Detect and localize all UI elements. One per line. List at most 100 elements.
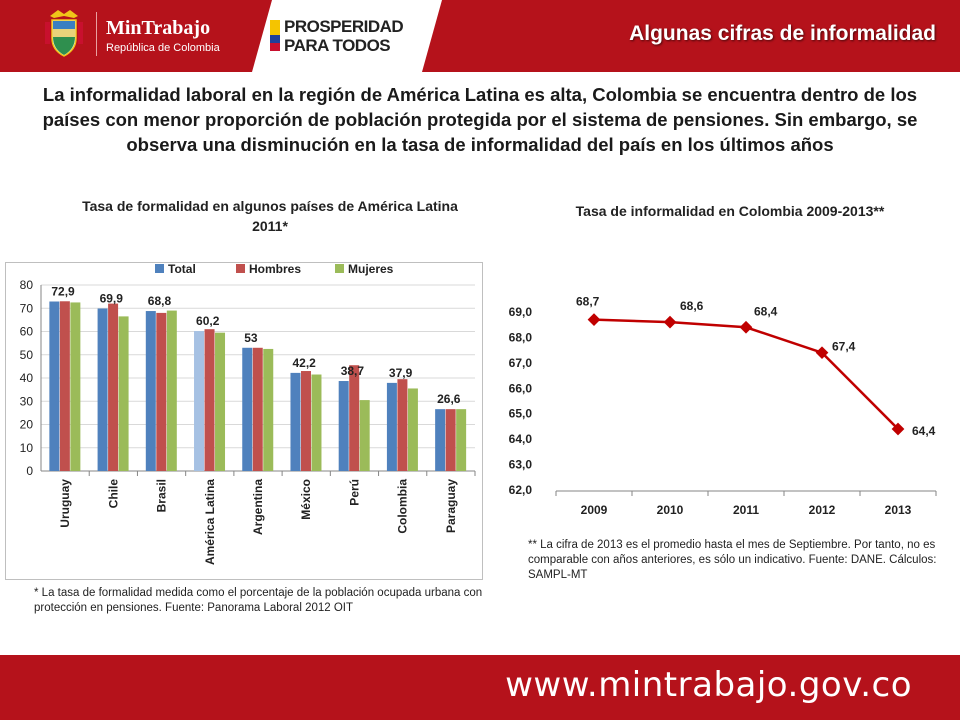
line-data-label: 68,7 [576, 295, 600, 309]
bar-data-label: 42,2 [292, 356, 316, 370]
bar-category-label: América Latina [203, 479, 217, 565]
legend-swatch-total [155, 264, 164, 273]
bar-data-label: 53 [244, 331, 258, 345]
line-chart-ytick-label: 63,0 [509, 458, 533, 472]
legend-swatch-hombres [236, 264, 245, 273]
line-category-label: 2012 [809, 503, 836, 517]
line-category-label: 2011 [733, 503, 759, 517]
bar-chart-ytick-label: 40 [20, 371, 34, 385]
bar-total [386, 382, 397, 471]
legend-label-total: Total [168, 262, 196, 276]
slogan-line2: PARA TODOS [284, 36, 391, 55]
bar-mujeres [311, 374, 322, 471]
bar-total [290, 372, 301, 471]
bar-hombres [156, 312, 167, 471]
bar-chart-ytick-label: 20 [20, 418, 34, 432]
brand-name: MinTrabajo [106, 17, 211, 39]
line-data-label: 67,4 [832, 340, 856, 354]
line-chart-ytick-label: 65,0 [509, 407, 533, 421]
footer-bar: www.mintrabajo.gov.co [0, 655, 960, 720]
bar-total [49, 301, 60, 471]
line-chart-title: Tasa de informalidad en Colombia 2009-20… [575, 203, 885, 219]
coat-of-arms-icon [45, 10, 83, 57]
bar-mujeres [263, 348, 274, 471]
bar-hombres [445, 409, 456, 471]
bar-total [194, 331, 205, 471]
line-data-label: 64,4 [912, 424, 936, 438]
bar-hombres [252, 347, 263, 471]
bar-hombres [349, 365, 360, 471]
mintrabajo-logo[interactable]: MinTrabajo República de Colombia [44, 6, 234, 62]
slogan-panel [252, 0, 442, 72]
line-chart-ytick-label: 67,0 [509, 356, 533, 370]
page-title: Algunas cifras de informalidad [629, 22, 936, 45]
bar-category-label: Paraguay [444, 479, 458, 533]
line-chart: 62,0 63,0 64,0 65,0 66,0 67,0 68,0 69,0 68,7 2009… [509, 295, 937, 517]
bar-chart: 0 10 20 30 40 50 60 70 80 72,9 Uruguay 69,9 Chile 68,… [5, 262, 483, 580]
bar-mujeres [407, 388, 418, 471]
bar-category-label: Argentina [251, 479, 265, 535]
bar-chart-ytick-label: 0 [26, 464, 33, 478]
line-data-label: 68,4 [754, 304, 778, 318]
bar-data-label: 68,8 [148, 294, 172, 308]
bar-chart-ytick-label: 70 [20, 301, 34, 315]
bar-hombres [59, 301, 70, 471]
colombia-flag-icon [270, 20, 280, 51]
bar-category-label: Brasil [155, 479, 169, 512]
bar-category-label: Uruguay [58, 479, 72, 528]
bar-chart-ytick-label: 50 [20, 348, 34, 362]
bar-hombres [397, 379, 408, 471]
line-category-label: 2013 [885, 503, 912, 517]
slogan-line1: PROSPERIDAD [284, 17, 404, 36]
logo-divider [96, 12, 97, 56]
legend-label-hombres: Hombres [249, 262, 301, 276]
series-line-informalidad [593, 318, 899, 430]
bar-mujeres [118, 316, 129, 471]
line-category-label: 2010 [657, 503, 684, 517]
bar-category-label: Colombia [396, 479, 410, 534]
bar-hombres [204, 329, 215, 471]
bar-chart-ytick-label: 60 [20, 325, 34, 339]
bar-category-label: Perú [347, 479, 361, 506]
bar-chart-footnote: * La tasa de formalidad medida como el p… [34, 587, 483, 614]
line-chart-ytick-label: 62,0 [509, 483, 533, 497]
line-chart-footnote: ** La cifra de 2013 es el promedio hasta… [528, 539, 937, 581]
line-chart-ytick-label: 68,0 [509, 330, 533, 344]
bar-chart-ytick-label: 80 [20, 278, 34, 292]
line-point-marker [739, 320, 753, 334]
bar-hombres [108, 303, 119, 471]
line-chart-ytick-label: 64,0 [509, 432, 533, 446]
line-data-label: 68,6 [680, 299, 704, 313]
line-chart-ytick-label: 69,0 [509, 305, 533, 319]
bar-chart-ytick-label: 30 [20, 394, 34, 408]
bar-data-label: 37,9 [389, 366, 413, 380]
footer-url-link[interactable]: www.mintrabajo.gov.co [505, 665, 912, 705]
bar-mujeres [166, 310, 177, 471]
bar-total [242, 347, 253, 471]
brand-subtitle: República de Colombia [106, 42, 220, 54]
line-point-marker [587, 313, 601, 326]
bar-mujeres [456, 409, 467, 471]
bar-category-label: Chile [106, 479, 120, 509]
bar-mujeres [359, 400, 370, 471]
line-category-label: 2009 [581, 503, 608, 517]
bar-mujeres [70, 302, 81, 471]
bar-data-label: 38,7 [341, 364, 365, 378]
slogan-logo: PROSPERIDAD PARA TODOS [252, 0, 442, 72]
bar-data-label: 26,6 [437, 392, 461, 406]
bar-total [435, 409, 446, 471]
line-chart-ytick-label: 66,0 [509, 381, 533, 395]
intro-paragraph: La informalidad laboral en la región de … [42, 84, 918, 155]
bar-chart-title: Tasa de formalidad en algunos países de … [82, 198, 458, 234]
bar-total [338, 381, 349, 471]
bar-chart-ytick-label: 10 [20, 441, 34, 455]
header-bar: MinTrabajo República de Colombia PROSPER… [0, 0, 960, 72]
bar-mujeres [215, 332, 226, 471]
bar-data-label: 69,9 [100, 291, 124, 305]
bar-data-label: 60,2 [196, 314, 220, 328]
bar-total [145, 311, 156, 471]
bar-category-label: México [299, 479, 313, 520]
bar-total [97, 308, 108, 471]
line-point-marker [663, 315, 677, 329]
bar-data-label: 72,9 [51, 285, 75, 299]
